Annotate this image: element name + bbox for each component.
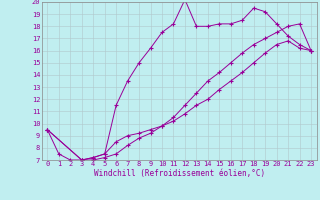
X-axis label: Windchill (Refroidissement éolien,°C): Windchill (Refroidissement éolien,°C) [94, 169, 265, 178]
